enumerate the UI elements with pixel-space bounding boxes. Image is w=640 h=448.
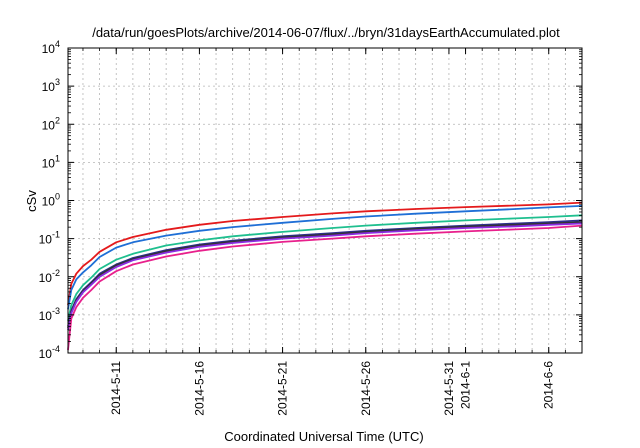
- y-tick-label: 103: [42, 77, 60, 94]
- y-tick-label: 10-3: [39, 306, 60, 323]
- x-tick-label: 2014-6-6: [542, 361, 556, 409]
- x-tick-label: 2014-5-31: [442, 361, 456, 416]
- series-line-5: [67, 221, 583, 329]
- x-tick-label: 2014-5-21: [276, 361, 290, 416]
- series-line-2: [67, 205, 583, 310]
- series-line-3: [67, 214, 583, 321]
- series-line-6: [67, 222, 583, 331]
- x-tick-label: 2014-5-11: [109, 361, 123, 415]
- x-axis: 2014-5-11 2014-5-16 2014-5-21 2014-5-26 2014…: [82, 48, 583, 416]
- x-tick-label: 2014-5-16: [192, 361, 206, 416]
- y-tick-label: 10-2: [39, 268, 60, 285]
- y-tick-label: 10-1: [39, 230, 60, 247]
- grid-lines: [68, 48, 583, 353]
- y-tick-label: 101: [42, 153, 60, 170]
- series-lines: [67, 201, 583, 351]
- chart-title: /data/run/goesPlots/archive/2014-06-07/f…: [92, 25, 560, 40]
- y-tick-label: 104: [42, 39, 60, 56]
- y-axis-label: cSv: [24, 190, 39, 212]
- x-tick-label: 2014-5-26: [359, 361, 373, 416]
- y-tick-label: 10-4: [39, 344, 60, 361]
- y-axis: 10-4 10-3 10-2 10-1 100 101 102 103 104: [39, 39, 582, 361]
- y-tick-label: 102: [42, 115, 60, 132]
- series-line-1: [67, 201, 583, 306]
- y-tick-label: 100: [42, 192, 60, 209]
- x-tick-label: 2014-6-1: [459, 361, 473, 409]
- x-axis-label: Coordinated Universal Time (UTC): [224, 429, 423, 444]
- series-line-7: [67, 224, 583, 351]
